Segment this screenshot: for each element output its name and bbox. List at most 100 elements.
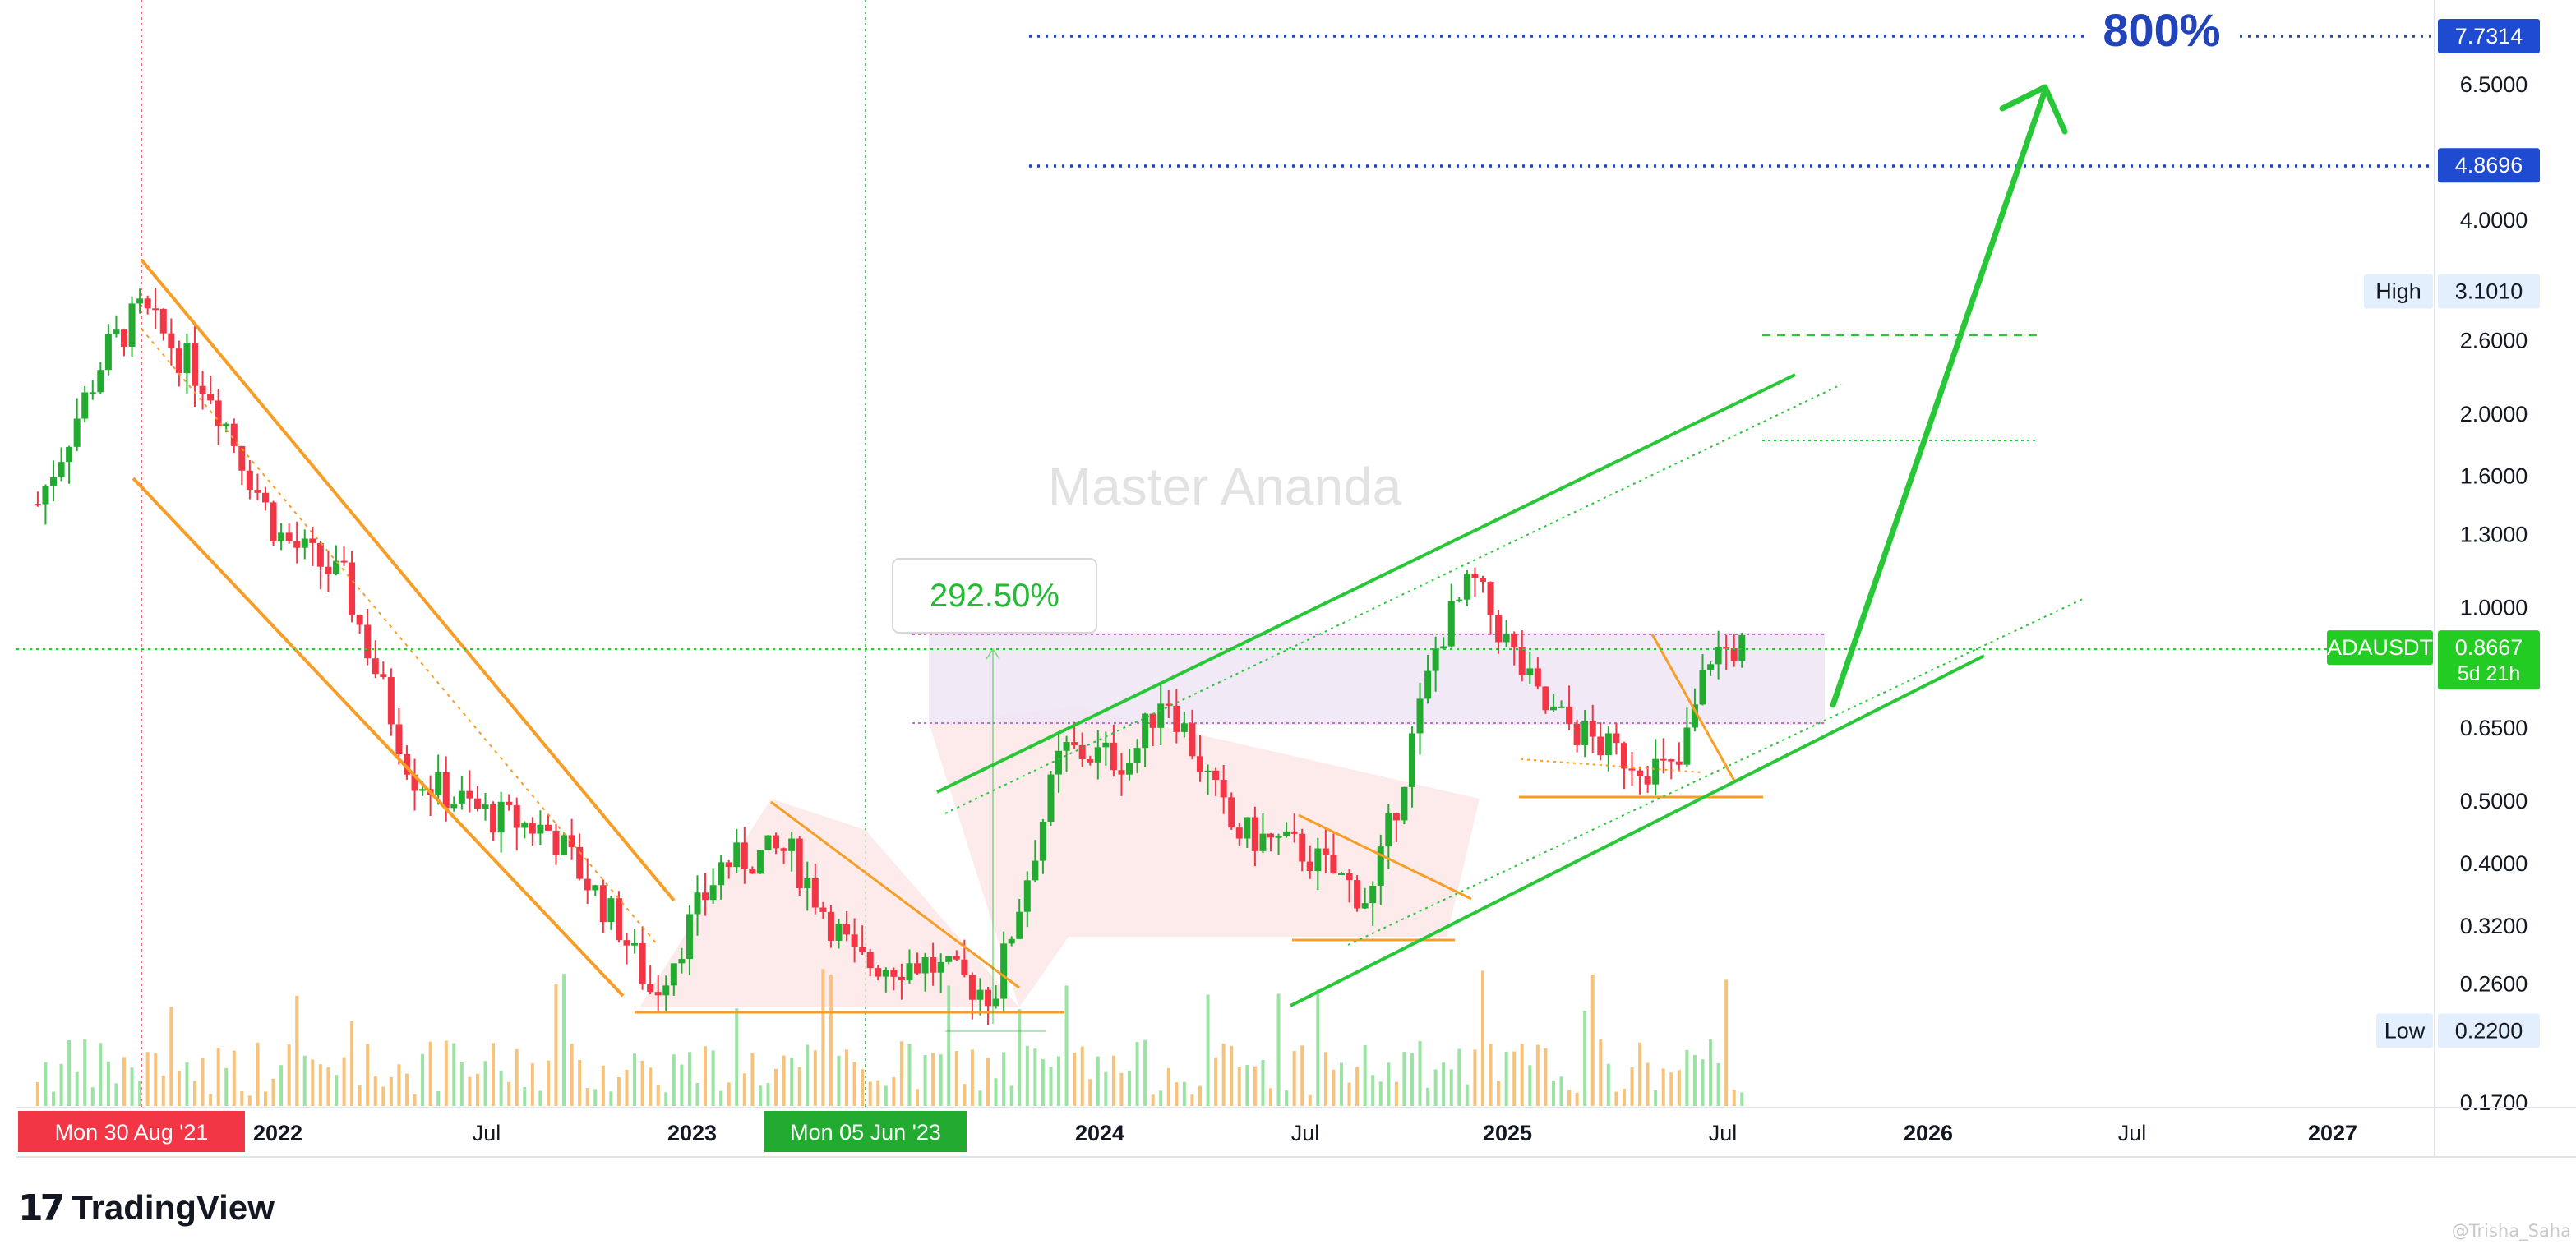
volume-bar xyxy=(797,1067,801,1106)
volume-bar xyxy=(593,1089,598,1106)
volume-bar xyxy=(475,1073,479,1106)
volume-bar xyxy=(750,1053,755,1106)
volume-bar xyxy=(421,1053,425,1106)
volume-bar xyxy=(404,1073,409,1106)
price-axis[interactable]: 0.1700 0.2600 0.3200 0.4000 0.5000 0.6500 1.00… xyxy=(2460,72,2528,1115)
candle-body xyxy=(1039,822,1046,861)
volume-bar xyxy=(899,1041,903,1106)
volume-bar xyxy=(1182,1081,1186,1106)
volume-bar xyxy=(1135,1041,1139,1106)
volume-bar xyxy=(711,1050,715,1106)
candle-body xyxy=(191,343,198,386)
candle-body xyxy=(128,303,136,347)
volume-bar xyxy=(436,1090,441,1106)
candle-body xyxy=(788,838,796,851)
volume-bar xyxy=(1677,1070,1681,1106)
wedge-line-2024 xyxy=(1298,813,1472,901)
price-tag-value: 3.1010 xyxy=(2455,279,2523,304)
price-tag-label-bg xyxy=(2364,274,2433,309)
candle-body xyxy=(1078,744,1086,760)
candle-body xyxy=(937,961,944,973)
candle-body xyxy=(1668,759,1675,762)
volume-bar xyxy=(978,1090,982,1106)
volume-bar xyxy=(939,1054,943,1106)
candle-body xyxy=(780,848,787,851)
candle-body xyxy=(183,343,191,374)
candle-body xyxy=(497,801,505,833)
candle-body xyxy=(1589,721,1596,737)
volume-bar xyxy=(1622,1088,1626,1106)
volume-bar xyxy=(1276,993,1281,1106)
channel-mid-green-a xyxy=(944,384,1842,814)
volume-bar xyxy=(790,1058,794,1106)
volume-bar xyxy=(1457,1048,1461,1106)
volume-bar xyxy=(154,1053,158,1106)
volume-bar xyxy=(1285,1090,1289,1106)
price-tag-value: 0.2200 xyxy=(2455,1018,2523,1043)
volume-bar xyxy=(1292,1050,1296,1106)
volume-bar xyxy=(821,969,825,1106)
tradingview-logo[interactable]: 17 TradingView xyxy=(18,1187,275,1229)
projection-arrow-head xyxy=(1999,84,2068,135)
time-axis[interactable]: 2022 Jul 2023 2024 Jul 2025 Jul 2026 Jul 2027 xyxy=(253,1121,2357,1145)
volume-bar xyxy=(1080,1046,1084,1106)
price-tag-label-bg xyxy=(2327,630,2433,666)
date-label-aug21: Mon 30 Aug '21 xyxy=(55,1120,209,1145)
volume-bar xyxy=(263,1091,267,1106)
time-tick-label: 2023 xyxy=(667,1121,717,1145)
watermark: Master Ananda xyxy=(1048,457,1402,516)
candle-body xyxy=(1534,668,1541,687)
candle-body xyxy=(718,862,725,886)
candle-body xyxy=(654,992,662,996)
volume-bar xyxy=(813,1050,817,1106)
candle-body xyxy=(1518,647,1526,675)
volume-bar xyxy=(601,1065,605,1106)
volume-bar xyxy=(1355,1067,1360,1106)
volume-bar xyxy=(1402,1052,1406,1106)
volume-bar xyxy=(704,1046,708,1106)
volume-bar xyxy=(861,1069,865,1106)
candle-body xyxy=(1440,646,1447,649)
candle-body xyxy=(238,445,246,471)
price-tick-label: 0.3200 xyxy=(2460,914,2528,938)
candle-body xyxy=(1173,705,1180,732)
volume-bar xyxy=(99,1043,103,1106)
time-tick-label: 2026 xyxy=(1904,1121,1953,1145)
volume-bar xyxy=(766,1083,770,1106)
candle-body xyxy=(1149,713,1156,728)
volume-bar xyxy=(774,1068,778,1106)
volume-bar xyxy=(1378,1081,1383,1106)
candle-body xyxy=(136,298,144,304)
volume-bar xyxy=(67,1040,72,1106)
volume-bar xyxy=(1433,1069,1438,1106)
volume-bars xyxy=(35,969,1744,1106)
candle-body xyxy=(1597,736,1604,756)
volume-bar xyxy=(1630,1067,1634,1106)
volume-bar xyxy=(114,1083,118,1106)
date-label-aug21-bg xyxy=(18,1111,245,1152)
candle-body xyxy=(81,392,89,419)
volume-bar xyxy=(1363,1044,1367,1106)
candle-body xyxy=(104,334,112,371)
volume-bar xyxy=(1025,1045,1029,1106)
volume-bar xyxy=(845,1049,849,1106)
candle-body xyxy=(1016,911,1023,939)
volume-bar xyxy=(138,1081,142,1106)
projection-arrow-shaft xyxy=(1830,87,2048,708)
plot-area[interactable] xyxy=(16,0,2435,1108)
volume-bar xyxy=(907,1044,912,1106)
candle-body xyxy=(490,804,497,833)
candle-body xyxy=(1235,827,1243,839)
candle-body xyxy=(709,885,717,901)
candle-body xyxy=(741,842,748,870)
candle-body xyxy=(1204,770,1212,772)
candle-body xyxy=(1511,634,1518,647)
volume-bar xyxy=(1041,1059,1045,1106)
volume-bar xyxy=(1716,1062,1720,1106)
volume-bar xyxy=(177,1071,181,1106)
candle-body xyxy=(1000,943,1008,999)
volume-bar xyxy=(1339,1062,1343,1106)
volume-bar xyxy=(562,974,566,1106)
